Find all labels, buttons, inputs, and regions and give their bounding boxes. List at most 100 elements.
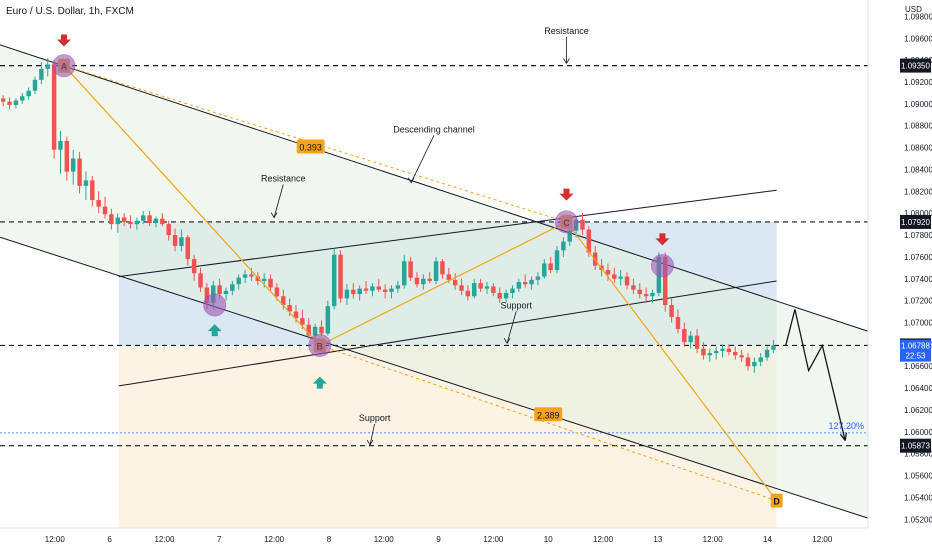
candle-body [287,304,292,312]
candle-body [293,311,299,319]
candle-body [491,286,496,293]
candle-body [13,100,19,105]
candle-body [510,288,515,293]
candle-body [554,250,560,271]
price-line-tag: 1.07920 [900,214,931,229]
candle-body [249,274,254,277]
candle-body [128,221,133,225]
candle-body [580,219,585,230]
candle-body [344,289,350,299]
candle-body [325,306,331,334]
candle-body [745,357,751,367]
candle-body [166,224,171,236]
candle-body [522,282,528,285]
candle-body [643,294,649,297]
candle-body [478,283,483,289]
candle-body [45,64,50,69]
time-axis: 12:00 6 12:00 7 12:00 8 12:00 9 12:00 10 12:00 13 12… [0,527,868,550]
candle-body [631,285,636,290]
up-arrow-icon [312,376,327,389]
annotation: Support [359,413,391,446]
candle-body [338,254,343,299]
annotation: Resistance [544,26,589,65]
candle-body [605,270,611,275]
markers-layer [52,34,848,441]
candle-body [90,180,95,201]
price-tick-label: 1.06400 [904,384,932,393]
highlight-circle [650,254,674,278]
candle-body [255,276,261,281]
candle-body [733,352,738,356]
price-tick-label: 1.06200 [904,406,932,415]
highlight-circle [203,293,227,317]
annotation-pointer [369,423,376,446]
time-tick-label: 12:00 [812,535,833,544]
candle-body [516,282,522,289]
candle-body [484,286,490,289]
candle-body [726,348,732,352]
annotation-text: Support [500,300,532,310]
annotation-arrow-icon [503,338,511,345]
time-tick-label: 14 [763,535,772,544]
price-line-tag-bg [900,438,931,453]
annotation-text: Support [359,413,391,423]
trendlines-layer [0,44,869,519]
annotation-pointer [410,135,435,183]
time-tick-label: 12:00 [703,535,724,544]
candle-body [134,220,140,225]
descending-channel-fill [0,44,868,519]
pattern-bd-link [319,344,777,502]
time-tick-label: 12:00 [593,535,614,544]
candle-body [764,349,770,358]
candle-body [370,286,375,291]
candle-body [312,326,318,336]
price-tick-label: 1.06000 [904,428,932,437]
projection-arrowhead-icon [839,432,848,441]
annotation-text: Resistance [261,173,306,183]
candle-body [382,289,388,292]
candle-body [20,96,25,101]
price-line-tag-label: 1.07920 [901,218,930,227]
down-arrow-icon [559,188,574,201]
candle-body [720,348,725,351]
candle-body [58,141,63,150]
price-lines-layer: 127.20% [0,64,868,447]
time-tick-label: 12:00 [154,535,175,544]
candle-body [586,229,592,253]
annotation-pointer [273,184,284,218]
candle-body [440,261,445,275]
candle-body [402,261,407,286]
annotations-layer: Resistance Descending channel Resistance Su… [261,26,589,446]
price-tick-label: 1.05200 [904,515,932,524]
candle-body [389,288,394,292]
candle-body [669,304,674,318]
candle-body [204,287,210,303]
price-tick-label: 1.07200 [904,297,932,306]
time-tick-label: 8 [327,535,332,544]
price-line-tag: 1.05873 [900,438,931,453]
annotation-text: Resistance [544,26,589,36]
candle-body [535,276,541,280]
candle-body [452,279,458,286]
candle-body [141,215,146,221]
fib-ratio-label: 0.393 [299,142,322,152]
projection-path [785,309,846,441]
candle-body [446,274,452,280]
price-tick-label: 1.08400 [904,165,932,174]
pattern-point-D: D [770,493,783,508]
candle-body [357,288,362,295]
candle-body [497,292,502,299]
candle-body [713,350,719,354]
price-tick-label: 1.06600 [904,362,932,371]
candle-body [64,141,70,172]
highlight-circle [308,333,332,357]
candle-body [612,274,617,279]
candle-body [707,353,713,356]
price-tick-label: 1.07000 [904,318,932,327]
candle-body [0,98,6,102]
candle-body [548,263,553,271]
candle-body [230,284,235,291]
price-tick-label: 1.08600 [904,144,932,153]
annotation-arrow-icon [407,177,415,184]
